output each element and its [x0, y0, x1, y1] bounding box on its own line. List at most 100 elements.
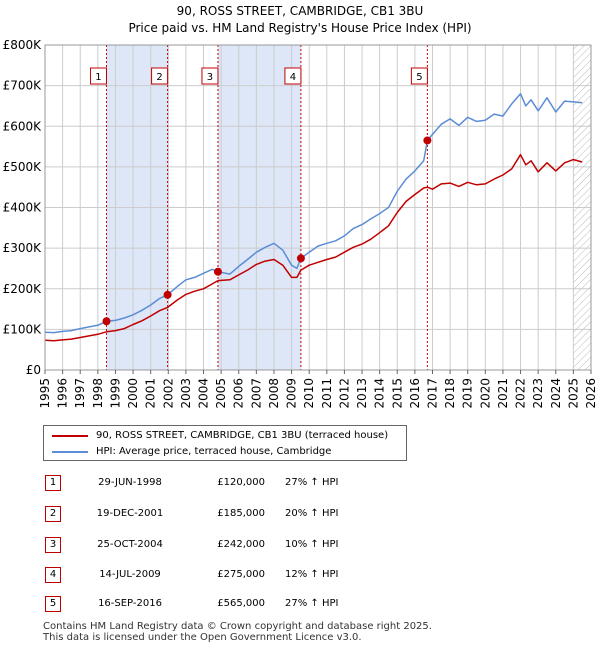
y-tick-label: £200K	[3, 282, 43, 296]
sale-point	[213, 267, 222, 276]
sale-price: £120,000	[217, 477, 265, 488]
sale-point	[163, 290, 172, 299]
sale-marker-box	[89, 67, 107, 85]
x-tick-label: 2003	[179, 378, 193, 409]
x-tick-label: 2004	[197, 378, 211, 409]
x-tick-label: 2024	[549, 378, 563, 409]
sale-price: £275,000	[217, 569, 265, 580]
sale-number-badge: 5	[45, 596, 61, 612]
sale-marker-badge: 3	[201, 67, 219, 85]
x-tick-label: 2026	[584, 378, 598, 409]
sale-marker-badge: 1	[89, 67, 107, 85]
sale-point	[296, 254, 305, 263]
table-row: 4 14-JUL-2009 £275,000 12% ↑ HPI	[0, 567, 600, 587]
footer-licence: This data is licensed under the Open Gov…	[43, 632, 362, 643]
x-tick-label: 2017	[425, 378, 439, 409]
sale-number-badge: 1	[45, 475, 61, 491]
sale-hpi-change: 20% ↑ HPI	[285, 508, 339, 519]
x-tick-label: 2000	[126, 378, 140, 409]
sale-marker-label: 3	[207, 72, 213, 83]
sale-hpi-change: 12% ↑ HPI	[285, 569, 339, 580]
sale-point	[423, 136, 432, 145]
sale-date: 25-OCT-2004	[97, 539, 163, 550]
x-tick-label: 2019	[461, 378, 475, 409]
sale-number-badge: 4	[45, 567, 61, 583]
sale-date: 14-JUL-2009	[99, 569, 161, 580]
sale-date: 29-JUN-1998	[98, 477, 162, 488]
sale-price: £185,000	[217, 508, 265, 519]
legend-label-hpi: HPI: Average price, terraced house, Camb…	[96, 446, 332, 457]
sale-hpi-change: 10% ↑ HPI	[285, 539, 339, 550]
price-chart: 1 2 3 4 5 £0 £100K £200K £300K £400K £500K £600K £7…	[3, 38, 598, 409]
footer-copyright: Contains HM Land Registry data © Crown c…	[43, 621, 432, 632]
sale-number-badge: 2	[45, 506, 61, 522]
y-tick-label: £700K	[3, 79, 43, 93]
x-tick-label: 1999	[108, 378, 122, 409]
x-tick-label: 1998	[91, 378, 105, 409]
sale-point	[102, 317, 111, 326]
sale-marker-box	[201, 67, 219, 85]
x-tick-label: 2009	[285, 378, 299, 409]
table-row: 2 19-DEC-2001 £185,000 20% ↑ HPI	[0, 506, 600, 526]
sale-marker-badge: 5	[410, 67, 428, 85]
sale-date: 19-DEC-2001	[96, 508, 164, 519]
x-tick-label: 1995	[38, 378, 52, 409]
sale-price: £565,000	[217, 598, 265, 609]
hpi-line	[44, 93, 583, 334]
legend: 90, ROSS STREET, CAMBRIDGE, CB1 3BU (ter…	[43, 425, 407, 461]
sale-marker-label: 4	[290, 72, 296, 83]
sale-marker-badge: 4	[284, 67, 302, 85]
x-tick-label: 2013	[355, 378, 369, 409]
x-tick-label: 2011	[320, 378, 334, 409]
sale-hpi-change: 27% ↑ HPI	[285, 477, 339, 488]
x-tick-label: 2012	[337, 378, 351, 409]
plot-frame	[44, 44, 592, 371]
x-tick-label: 2020	[478, 378, 492, 409]
x-tick-label: 2015	[390, 378, 404, 409]
y-tick-label: £800K	[3, 38, 43, 52]
sale-marker-box	[151, 67, 169, 85]
sale-number-badge: 3	[45, 537, 61, 553]
sale-marker-box	[284, 67, 302, 85]
sale-marker-label: 1	[95, 72, 101, 83]
x-tick-label: 2023	[531, 378, 545, 409]
sale-hpi-change: 27% ↑ HPI	[285, 598, 339, 609]
future-hatch	[573, 45, 591, 370]
table-row: 5 16-SEP-2016 £565,000 27% ↑ HPI	[0, 596, 600, 616]
x-tick-label: 2008	[267, 378, 281, 409]
chart-title-line1: 90, ROSS STREET, CAMBRIDGE, CB1 3BU	[176, 4, 424, 18]
x-tick-label: 2002	[161, 378, 175, 409]
x-tick-label: 2016	[408, 378, 422, 409]
footer: Contains HM Land Registry data © Crown c…	[43, 621, 432, 643]
y-tick-label: £0	[26, 363, 41, 377]
x-tick-label: 2025	[566, 378, 580, 409]
x-tick-label: 2022	[514, 378, 528, 409]
x-tick-label: 2005	[214, 378, 228, 409]
sale-marker-label: 2	[156, 72, 162, 83]
y-tick-label: £400K	[3, 201, 43, 215]
chart-title-line2: Price paid vs. HM Land Registry's House …	[128, 21, 472, 35]
x-tick-label: 2010	[302, 378, 316, 409]
table-row: 3 25-OCT-2004 £242,000 10% ↑ HPI	[0, 537, 600, 557]
sale-marker-label: 5	[416, 72, 422, 83]
x-tick-label: 1996	[56, 378, 70, 409]
x-tick-label: 2007	[249, 378, 263, 409]
sale-price: £242,000	[217, 539, 265, 550]
sale-marker-badge: 2	[151, 67, 169, 85]
sale-marker-box	[410, 67, 428, 85]
x-tick-label: 2018	[443, 378, 457, 409]
x-tick-label: 2001	[144, 378, 158, 409]
legend-label-property: 90, ROSS STREET, CAMBRIDGE, CB1 3BU (ter…	[96, 430, 389, 441]
legend-swatch-hpi	[52, 451, 88, 453]
chart-title: 90, ROSS STREET, CAMBRIDGE, CB1 3BU Pric…	[0, 3, 600, 37]
x-tick-label: 1997	[73, 378, 87, 409]
x-tick-label: 2006	[232, 378, 246, 409]
y-tick-label: £500K	[3, 160, 43, 174]
legend-swatch-property	[52, 435, 88, 437]
y-tick-label: £300K	[3, 241, 43, 255]
property-price-line	[44, 153, 583, 342]
x-tick-label: 2021	[496, 378, 510, 409]
x-tick-label: 2014	[373, 378, 387, 409]
y-tick-label: £600K	[3, 119, 43, 133]
table-row: 1 29-JUN-1998 £120,000 27% ↑ HPI	[0, 475, 600, 495]
